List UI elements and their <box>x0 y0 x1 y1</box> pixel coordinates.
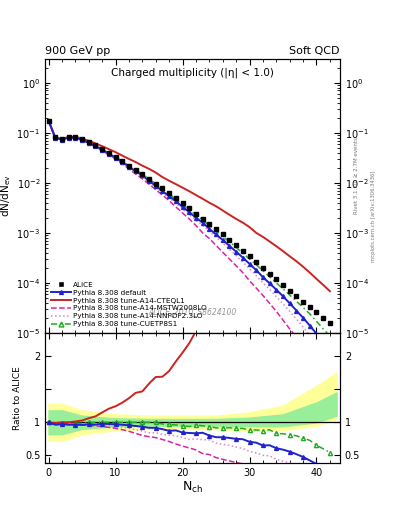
Text: 900 GeV pp: 900 GeV pp <box>45 46 110 56</box>
Text: Soft QCD: Soft QCD <box>290 46 340 56</box>
Text: ALICE_2010_S8624100: ALICE_2010_S8624100 <box>149 307 237 316</box>
Text: Charged multiplicity (|η| < 1.0): Charged multiplicity (|η| < 1.0) <box>111 67 274 78</box>
X-axis label: N$_{\rm ch}$: N$_{\rm ch}$ <box>182 480 203 495</box>
Y-axis label: Ratio to ALICE: Ratio to ALICE <box>13 366 22 430</box>
Text: mcplots.cern.ch [arXiv:1306.3436]: mcplots.cern.ch [arXiv:1306.3436] <box>371 170 376 262</box>
Text: Rivet 3.1.10; ≥ 2.7M events: Rivet 3.1.10; ≥ 2.7M events <box>354 137 359 214</box>
Y-axis label: dN/dN$_{\rm ev}$: dN/dN$_{\rm ev}$ <box>0 175 13 217</box>
Legend: ALICE, Pythia 8.308 default, Pythia 8.308 tune-A14-CTEQL1, Pythia 8.308 tune-A14: ALICE, Pythia 8.308 default, Pythia 8.30… <box>49 280 209 329</box>
